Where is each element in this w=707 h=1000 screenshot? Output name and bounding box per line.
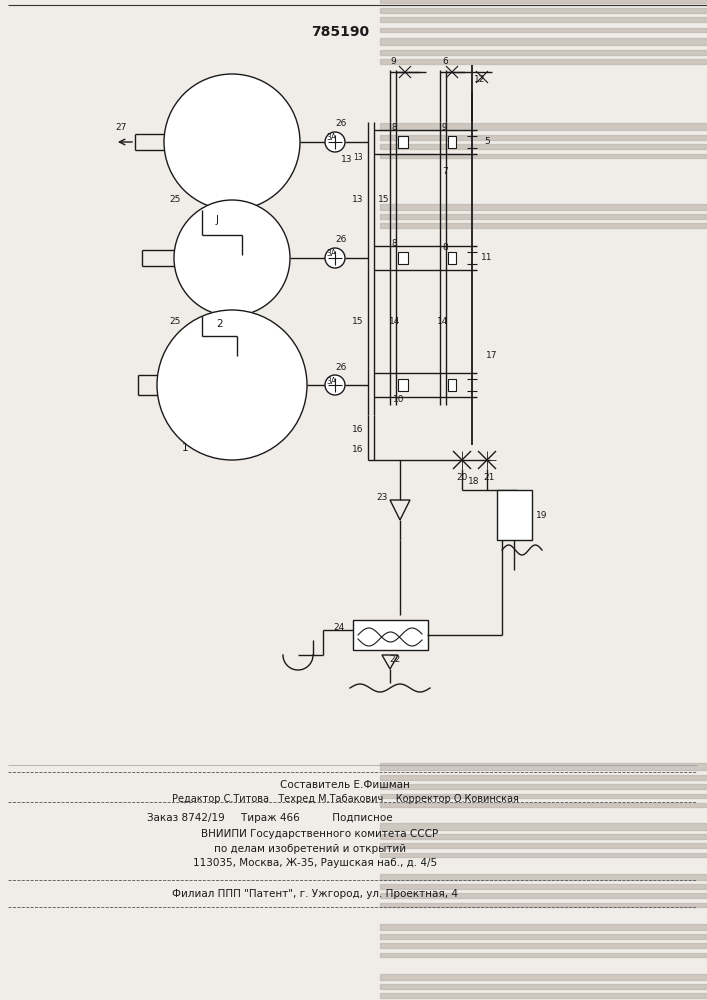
Text: 3A: 3A: [326, 249, 336, 258]
Text: 16: 16: [352, 446, 363, 454]
Text: по делам изобретений и открытий: по делам изобретений и открытий: [214, 844, 406, 854]
Circle shape: [157, 310, 307, 460]
Bar: [380, 775, 707, 780]
Bar: [380, 135, 707, 140]
Bar: [380, 903, 707, 907]
Circle shape: [164, 74, 300, 210]
Text: Редактор С.Титова   Техред М.Табакович    Корректор О.Ковинская: Редактор С.Титова Техред М.Табакович Кор…: [172, 794, 518, 804]
Text: 22: 22: [390, 656, 401, 664]
Bar: [398, 252, 408, 264]
Bar: [448, 379, 456, 391]
Text: 13: 13: [341, 155, 353, 164]
Text: 14: 14: [438, 318, 449, 326]
Bar: [380, 59, 707, 64]
Text: 23: 23: [376, 493, 387, 502]
Text: 785190: 785190: [311, 25, 369, 39]
Bar: [380, 28, 707, 32]
Text: 3A: 3A: [326, 376, 336, 385]
Text: 26: 26: [335, 119, 346, 128]
Text: 7: 7: [442, 167, 448, 176]
Text: 5: 5: [484, 137, 490, 146]
Text: 8: 8: [442, 243, 448, 252]
Text: 6: 6: [442, 57, 448, 66]
Text: 21: 21: [484, 473, 495, 482]
Text: 17: 17: [486, 351, 498, 360]
Text: Составитель Е.Фишман: Составитель Е.Фишман: [280, 780, 410, 790]
Bar: [380, 50, 707, 55]
Bar: [380, 953, 707, 957]
Text: 20: 20: [456, 473, 468, 482]
Bar: [380, 934, 707, 939]
Bar: [380, 763, 707, 770]
Text: Заказ 8742/19     Тираж 466          Подписное: Заказ 8742/19 Тираж 466 Подписное: [147, 813, 393, 823]
Text: ВНИИПИ Государственного комитета СССР: ВНИИПИ Государственного комитета СССР: [201, 829, 438, 839]
Bar: [380, 853, 707, 857]
Text: 15: 15: [378, 196, 390, 205]
Text: 12: 12: [474, 76, 486, 85]
Text: 1: 1: [182, 443, 188, 453]
Bar: [380, 843, 707, 848]
Text: 9: 9: [441, 122, 447, 131]
Text: 10: 10: [393, 395, 404, 404]
Bar: [380, 984, 707, 989]
Bar: [380, 943, 707, 948]
Text: 15: 15: [352, 318, 363, 326]
Bar: [380, 803, 707, 807]
Text: 13: 13: [354, 152, 363, 161]
Bar: [380, 834, 707, 839]
Text: 8: 8: [391, 238, 397, 247]
Bar: [380, 0, 707, 3]
Bar: [380, 784, 707, 789]
Bar: [380, 823, 707, 830]
Bar: [380, 17, 707, 22]
Bar: [380, 154, 707, 158]
Bar: [380, 893, 707, 898]
Bar: [380, 144, 707, 149]
Text: 27: 27: [115, 123, 127, 132]
Text: Филиал ППП "Патент", г. Ужгород, ул. Проектная, 4: Филиал ППП "Патент", г. Ужгород, ул. Про…: [172, 889, 458, 899]
Circle shape: [325, 375, 345, 395]
Bar: [380, 123, 707, 130]
Bar: [448, 252, 456, 264]
Bar: [353, 620, 428, 650]
Text: 25: 25: [169, 318, 181, 326]
Text: 14: 14: [390, 318, 401, 326]
Text: 8: 8: [391, 122, 397, 131]
Circle shape: [174, 200, 290, 316]
Bar: [380, 214, 707, 219]
Text: 26: 26: [335, 235, 346, 244]
Bar: [380, 884, 707, 889]
Text: 26: 26: [335, 362, 346, 371]
Bar: [398, 136, 408, 148]
Bar: [380, 794, 707, 798]
Bar: [398, 379, 408, 391]
Text: 113035, Москва, Ж-35, Раушская наб., д. 4/5: 113035, Москва, Ж-35, Раушская наб., д. …: [193, 858, 437, 868]
Bar: [497, 490, 532, 540]
Bar: [448, 136, 456, 148]
Bar: [380, 38, 707, 45]
Text: 16: 16: [352, 426, 363, 434]
Bar: [380, 993, 707, 998]
Text: 11: 11: [481, 253, 493, 262]
Bar: [380, 924, 707, 930]
Text: 2: 2: [216, 319, 223, 329]
Bar: [380, 974, 707, 980]
Text: 13: 13: [352, 196, 363, 205]
Circle shape: [325, 248, 345, 268]
Bar: [380, 874, 707, 880]
Text: J: J: [216, 215, 218, 225]
Text: 25: 25: [169, 196, 181, 205]
Text: 24: 24: [334, 622, 344, 632]
Bar: [380, 223, 707, 228]
Text: 19: 19: [536, 510, 548, 520]
Circle shape: [325, 132, 345, 152]
Text: 9: 9: [390, 57, 396, 66]
Text: 3A: 3A: [326, 133, 336, 142]
Text: 18: 18: [468, 478, 480, 487]
Bar: [380, 204, 707, 210]
Bar: [380, 8, 707, 13]
